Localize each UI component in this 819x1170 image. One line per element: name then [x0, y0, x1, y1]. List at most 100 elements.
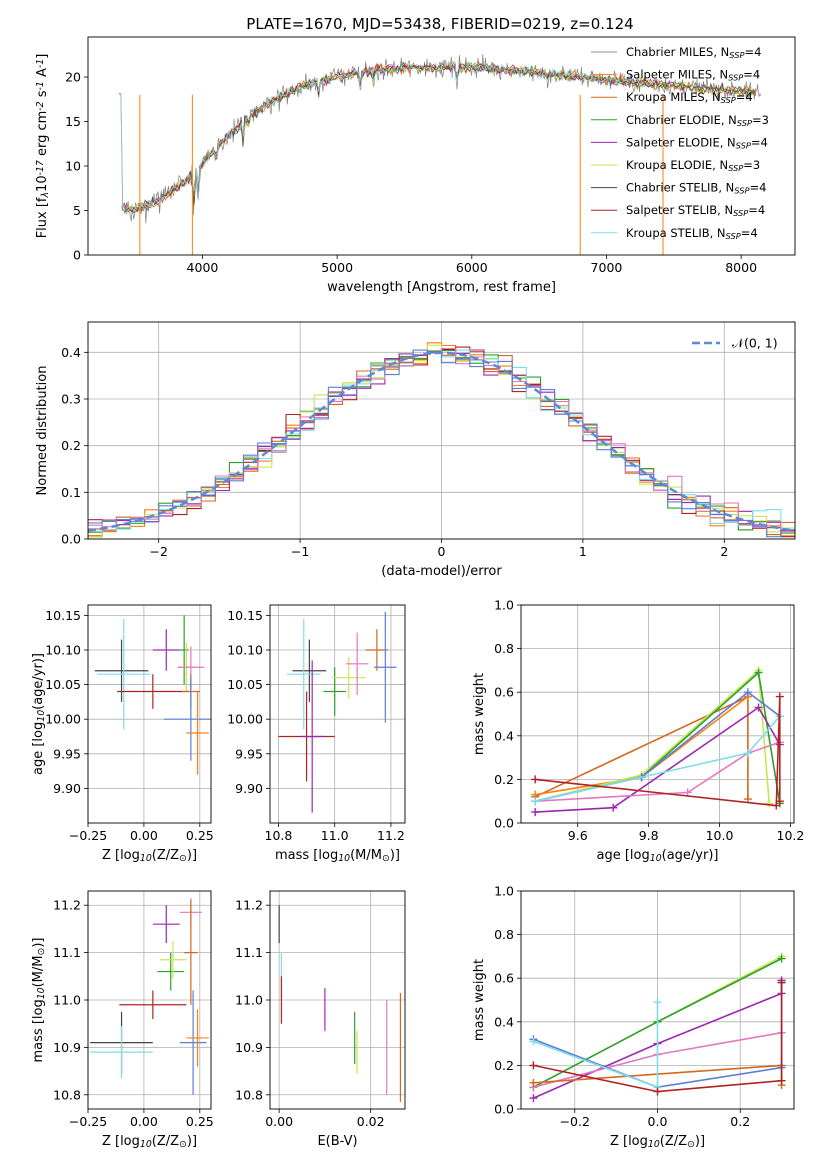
- y-tick-label: 10.8: [53, 1087, 81, 1102]
- x-axis-label: mass [log10(M/M⊙)]: [275, 848, 400, 864]
- x-tick-label: 0.25: [186, 1114, 214, 1129]
- x-axis-label: Z [log10(Z/Z⊙)]: [102, 1134, 197, 1150]
- legend-entry: Salpeter MILES, NSSP=4: [626, 68, 760, 83]
- axes-frame: [520, 890, 795, 1110]
- x-tick-label: 5000: [321, 260, 353, 275]
- y-tick-label: 11.0: [235, 993, 263, 1008]
- y-tick-label: 10.15: [227, 608, 263, 623]
- x-tick-label: 0.00: [130, 1114, 158, 1129]
- y-axis-label: Normed distribution: [35, 366, 50, 496]
- panel-spectrum: 4000 5000 6000 7000 8000 0 5 10 15 20 wavelength […: [35, 36, 796, 295]
- weight-marker: [765, 799, 774, 808]
- y-tick-label: 10.00: [227, 712, 263, 727]
- y-tick-label: 1.0: [494, 598, 514, 613]
- y-tick-label: 11.1: [235, 945, 263, 960]
- plot-area: [529, 952, 786, 1103]
- y-tick-label: 5: [73, 203, 81, 218]
- weight-line-kroupa_stelib: [533, 1002, 659, 1089]
- weight-marker: [754, 668, 763, 677]
- axes-frame: [87, 36, 796, 256]
- y-tick-label: 0.8: [494, 927, 514, 942]
- y-tick-label: 0.0: [61, 532, 81, 547]
- y-tick-label: 0.0: [494, 1102, 514, 1117]
- x-axis-label: E(B-V): [317, 1134, 357, 1149]
- y-tick-label: 0: [73, 248, 81, 263]
- y-tick-label: 10.00: [45, 712, 81, 727]
- panel-mass_vs_ebv: 0.00 0.02 10.8 10.9 11.0 11.1 11.2 E(B-V): [235, 890, 406, 1149]
- plot-area: [88, 342, 795, 538]
- y-axis-label: Flux [fλ10-17 erg cm-2 s-1 A-1]: [35, 54, 51, 239]
- weight-marker: [777, 978, 786, 987]
- x-tick-label: 6000: [456, 260, 488, 275]
- x-tick-label: 11.2: [377, 828, 405, 843]
- weight-line-salpeter_stelib: [535, 696, 781, 807]
- weight-marker: [529, 1078, 538, 1087]
- y-tick-label: 10.9: [53, 1040, 81, 1055]
- axes-frame: [520, 604, 795, 824]
- plot-area: [94, 615, 211, 775]
- y-axis-label: age [log10(age/yr)]: [31, 653, 47, 775]
- x-axis-label: wavelength [Angstrom, rest frame]: [327, 280, 556, 295]
- weight-marker: [754, 703, 763, 712]
- axes-frame: [87, 321, 796, 540]
- panel-residuals: −2 −1 0 1 2 0.0 0.1 0.2 0.3 0.4 (data-model)/error…: [35, 321, 796, 579]
- x-tick-label: 0.25: [186, 828, 214, 843]
- legend-entry: Chabrier MILES, NSSP=4: [626, 45, 761, 60]
- axes-frame: [269, 604, 406, 824]
- weight-marker: [775, 797, 784, 806]
- weight-line-pink: [535, 741, 781, 802]
- residual-histogram-pink: [88, 347, 795, 533]
- x-tick-label: 0.00: [265, 1114, 293, 1129]
- weight-marker: [743, 688, 752, 697]
- spectrum-legend: Chabrier MILES, NSSP=4 Salpeter MILES, NS…: [591, 45, 769, 241]
- weight-line-salpeter_elodie: [535, 706, 781, 813]
- y-tick-label: 9.95: [235, 746, 263, 761]
- x-axis-label: Z [log10(Z/Z⊙)]: [102, 848, 197, 864]
- weight-marker: [529, 1094, 538, 1103]
- x-axis-label: age [log10(age/yr)]: [597, 848, 719, 864]
- weight-marker: [772, 801, 781, 810]
- y-tick-label: 1.0: [494, 884, 514, 899]
- legend-entry: Chabrier STELIB, NSSP=4: [626, 181, 766, 196]
- weight-marker: [743, 749, 752, 758]
- x-tick-label: 7000: [591, 260, 623, 275]
- x-tick-label: 0.00: [130, 828, 158, 843]
- panel-weight_vs_age: 9.6 9.8 10.0 10.2 0.0 0.2 0.4 0.6 0.8 1.0 age [log…: [472, 598, 804, 865]
- x-tick-label: 11.0: [321, 828, 349, 843]
- weight-marker: [743, 795, 752, 804]
- x-tick-label: 9.6: [568, 828, 588, 843]
- weight-marker: [683, 788, 692, 797]
- y-tick-label: 11.0: [53, 993, 81, 1008]
- weight-marker: [531, 797, 540, 806]
- y-tick-label: 0.6: [494, 685, 514, 700]
- legend-entry: Kroupa MILES, NSSP=4: [626, 90, 753, 105]
- y-tick-label: 0.8: [494, 641, 514, 656]
- legend-entry: 𝒩(0, 1): [732, 336, 778, 351]
- x-tick-label: 1: [579, 544, 587, 559]
- x-axis-label: (data-model)/error: [381, 564, 502, 579]
- y-axis-label: mass weight: [472, 959, 487, 1041]
- weight-marker: [777, 954, 786, 963]
- y-tick-label: 9.95: [53, 746, 81, 761]
- x-tick-label: −0.25: [69, 828, 107, 843]
- residual-histogram-blue: [88, 349, 795, 538]
- y-tick-label: 0.2: [494, 1058, 514, 1073]
- y-tick-label: 11.2: [53, 898, 81, 913]
- x-tick-label: 0: [438, 544, 446, 559]
- y-tick-label: 10.10: [45, 642, 81, 657]
- panel-age_vs_Z: −0.25 0.00 0.25 9.90 9.95 10.00 10.05 10.10 10.1…: [31, 604, 214, 864]
- legend-entry: Kroupa ELODIE, NSSP=3: [626, 158, 760, 173]
- y-tick-label: 11.2: [235, 898, 263, 913]
- weight-marker: [531, 775, 540, 784]
- plot-area: [90, 898, 209, 1095]
- x-tick-label: −0.25: [69, 1114, 107, 1129]
- y-tick-label: 10: [65, 159, 81, 174]
- y-axis-label: mass [log10(M/M⊙)]: [31, 938, 47, 1063]
- y-tick-label: 15: [65, 114, 81, 129]
- y-axis-label: mass weight: [472, 673, 487, 755]
- axes-frame: [87, 604, 212, 824]
- y-tick-label: 10.05: [45, 677, 81, 692]
- weight-marker: [609, 803, 618, 812]
